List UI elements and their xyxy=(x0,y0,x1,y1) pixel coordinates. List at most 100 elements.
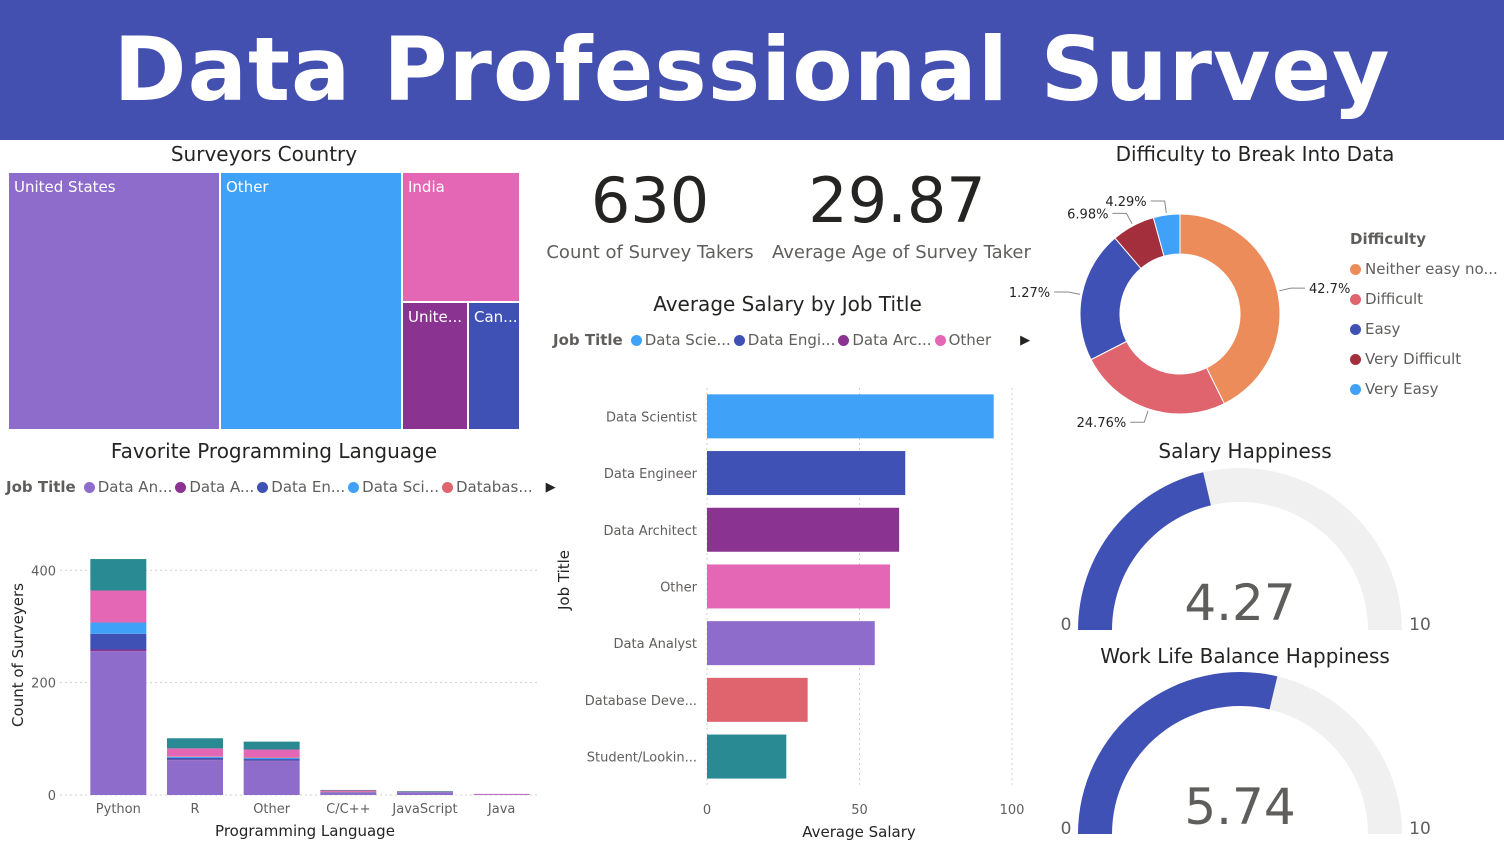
x-tick-label: Other xyxy=(253,802,291,817)
x-tick-label: JavaScript xyxy=(391,802,457,817)
legend-dot-icon xyxy=(733,334,745,346)
header-banner: Data Professional Survey xyxy=(0,0,1504,140)
y-tick-label: Data Analyst xyxy=(614,637,697,652)
bar-segment xyxy=(320,792,377,793)
bar-segment xyxy=(320,791,377,793)
legend-label: Very Difficult xyxy=(1365,350,1462,368)
legend-dot-icon xyxy=(1350,293,1361,305)
legend-next-arrow-icon[interactable]: ▶ xyxy=(1020,332,1031,348)
y-tick-label: Data Engineer xyxy=(604,467,698,482)
salary-legend: Job Title Data Scie... Data Engi... Data… xyxy=(553,331,1030,349)
treemap-cell-canada[interactable]: Can... xyxy=(468,302,520,430)
legend-item[interactable]: Other xyxy=(934,331,992,349)
legend-dot-icon xyxy=(630,334,642,346)
bar-segment xyxy=(90,622,147,634)
language-stacked-bar-chart: 0 200 400 Python R Other C/C++ JavaScript Java Pr… xyxy=(9,559,540,840)
bar-segment xyxy=(90,559,147,591)
donut-data-label: 24.76% xyxy=(1077,416,1127,431)
language-legend: Job Title Data An... Data A... Data En..… xyxy=(6,478,556,496)
bar-segment xyxy=(167,760,223,795)
wlb-happiness-gauge: 5.74 0 10 xyxy=(1061,672,1431,839)
wlb-happiness-title: Work Life Balance Happiness xyxy=(1100,644,1390,668)
x-tick-label: 50 xyxy=(851,803,868,818)
donut-leader-line xyxy=(1054,291,1081,295)
gauge-value: 4.27 xyxy=(1184,574,1295,632)
legend-next-arrow-icon[interactable]: ▶ xyxy=(545,479,556,495)
gauge-max-label: 10 xyxy=(1409,819,1431,839)
bar-segment xyxy=(167,759,223,761)
x-tick-label: R xyxy=(190,802,199,817)
legend-item[interactable]: Data A... xyxy=(175,478,254,496)
treemap-label: Unite... xyxy=(408,308,463,326)
salary-chart-title: Average Salary by Job Title xyxy=(653,292,922,316)
treemap-cell-united-kingdom[interactable]: Unite... xyxy=(402,302,468,430)
y-tick-label: Database Deve... xyxy=(585,694,697,709)
y-tick-label: 200 xyxy=(31,677,56,692)
treemap-cell-united-states[interactable]: United States xyxy=(8,172,220,430)
legend-dot-icon xyxy=(838,334,850,346)
y-tick-label: 0 xyxy=(48,789,56,804)
legend-item[interactable]: Data An... xyxy=(83,478,172,496)
legend-dot-icon xyxy=(1350,323,1361,335)
donut-leader-line xyxy=(1279,287,1306,292)
bar-segment xyxy=(167,757,223,760)
legend-label: Data A... xyxy=(189,478,255,496)
donut-data-label: 4.29% xyxy=(1105,195,1146,210)
treemap-label: India xyxy=(408,178,445,196)
x-axis-title: Average Salary xyxy=(802,823,916,841)
bar-segment xyxy=(167,756,223,758)
bar-segment xyxy=(320,790,377,792)
legend-label: Databas... xyxy=(455,478,533,496)
legend-dot-icon xyxy=(1350,263,1361,275)
legend-dot-icon xyxy=(934,334,946,346)
legend-label: Neither easy no... xyxy=(1365,260,1498,278)
legend-item[interactable]: Data Engi... xyxy=(733,331,835,349)
legend-item[interactable]: Very Easy xyxy=(1350,374,1498,404)
kpi-age-label: Average Age of Survey Taker xyxy=(772,242,1031,263)
legend-label: Other xyxy=(948,331,992,349)
salary-bar xyxy=(707,564,890,609)
treemap-cell-other[interactable]: Other xyxy=(220,172,402,430)
legend-item[interactable]: Databas... xyxy=(441,478,533,496)
legend-item[interactable]: Data Arc... xyxy=(838,331,932,349)
legend-item[interactable]: Data En... xyxy=(257,478,345,496)
gauge-max-label: 10 xyxy=(1409,615,1431,635)
legend-label: Data Sci... xyxy=(362,478,439,496)
y-axis-title: Count of Surveyers xyxy=(9,583,27,727)
legend-label: Data Arc... xyxy=(852,331,932,349)
legend-label: Difficult xyxy=(1365,290,1424,308)
x-axis-title: Programming Language xyxy=(215,822,395,840)
legend-item[interactable]: Data Sci... xyxy=(348,478,439,496)
legend-title: Job Title xyxy=(6,478,76,496)
gauge-min-label: 0 xyxy=(1061,615,1072,635)
gauge-min-label: 0 xyxy=(1061,819,1072,839)
country-chart-title: Surveyors Country xyxy=(170,142,358,166)
bar-segment xyxy=(243,760,300,762)
bar-segment xyxy=(167,748,223,757)
legend-label: Very Easy xyxy=(1365,380,1439,398)
difficulty-donut-chart: 42.7% 24.76% 21.27% 6.98%4.29% xyxy=(1010,195,1350,431)
legend-item[interactable]: Difficult xyxy=(1350,284,1498,314)
legend-label: Easy xyxy=(1365,320,1401,338)
treemap-cell-india[interactable]: India xyxy=(402,172,520,302)
treemap-label: Can... xyxy=(474,308,518,326)
bar-segment xyxy=(397,791,453,793)
legend-item[interactable]: Easy xyxy=(1350,314,1498,344)
bar-segment xyxy=(167,738,223,749)
legend-item[interactable]: Very Difficult xyxy=(1350,344,1498,374)
salary-bar xyxy=(707,621,875,666)
kpi-count-label: Count of Survey Takers xyxy=(546,242,754,263)
donut-data-label: 6.98% xyxy=(1067,207,1108,222)
difficulty-chart-title: Difficulty to Break Into Data xyxy=(1115,142,1395,166)
bar-segment xyxy=(320,789,377,791)
x-tick-label: 0 xyxy=(703,803,711,818)
legend-item[interactable]: Data Scie... xyxy=(630,331,731,349)
legend-title: Job Title xyxy=(553,331,623,349)
legend-item[interactable]: Neither easy no... xyxy=(1350,254,1498,284)
bar-segment xyxy=(243,759,300,761)
language-chart-title: Favorite Programming Language xyxy=(110,439,438,463)
x-tick-label: 100 xyxy=(1000,803,1025,818)
donut-leader-line xyxy=(1112,212,1133,225)
legend-label: Data En... xyxy=(271,478,346,496)
legend-dot-icon xyxy=(83,481,95,493)
